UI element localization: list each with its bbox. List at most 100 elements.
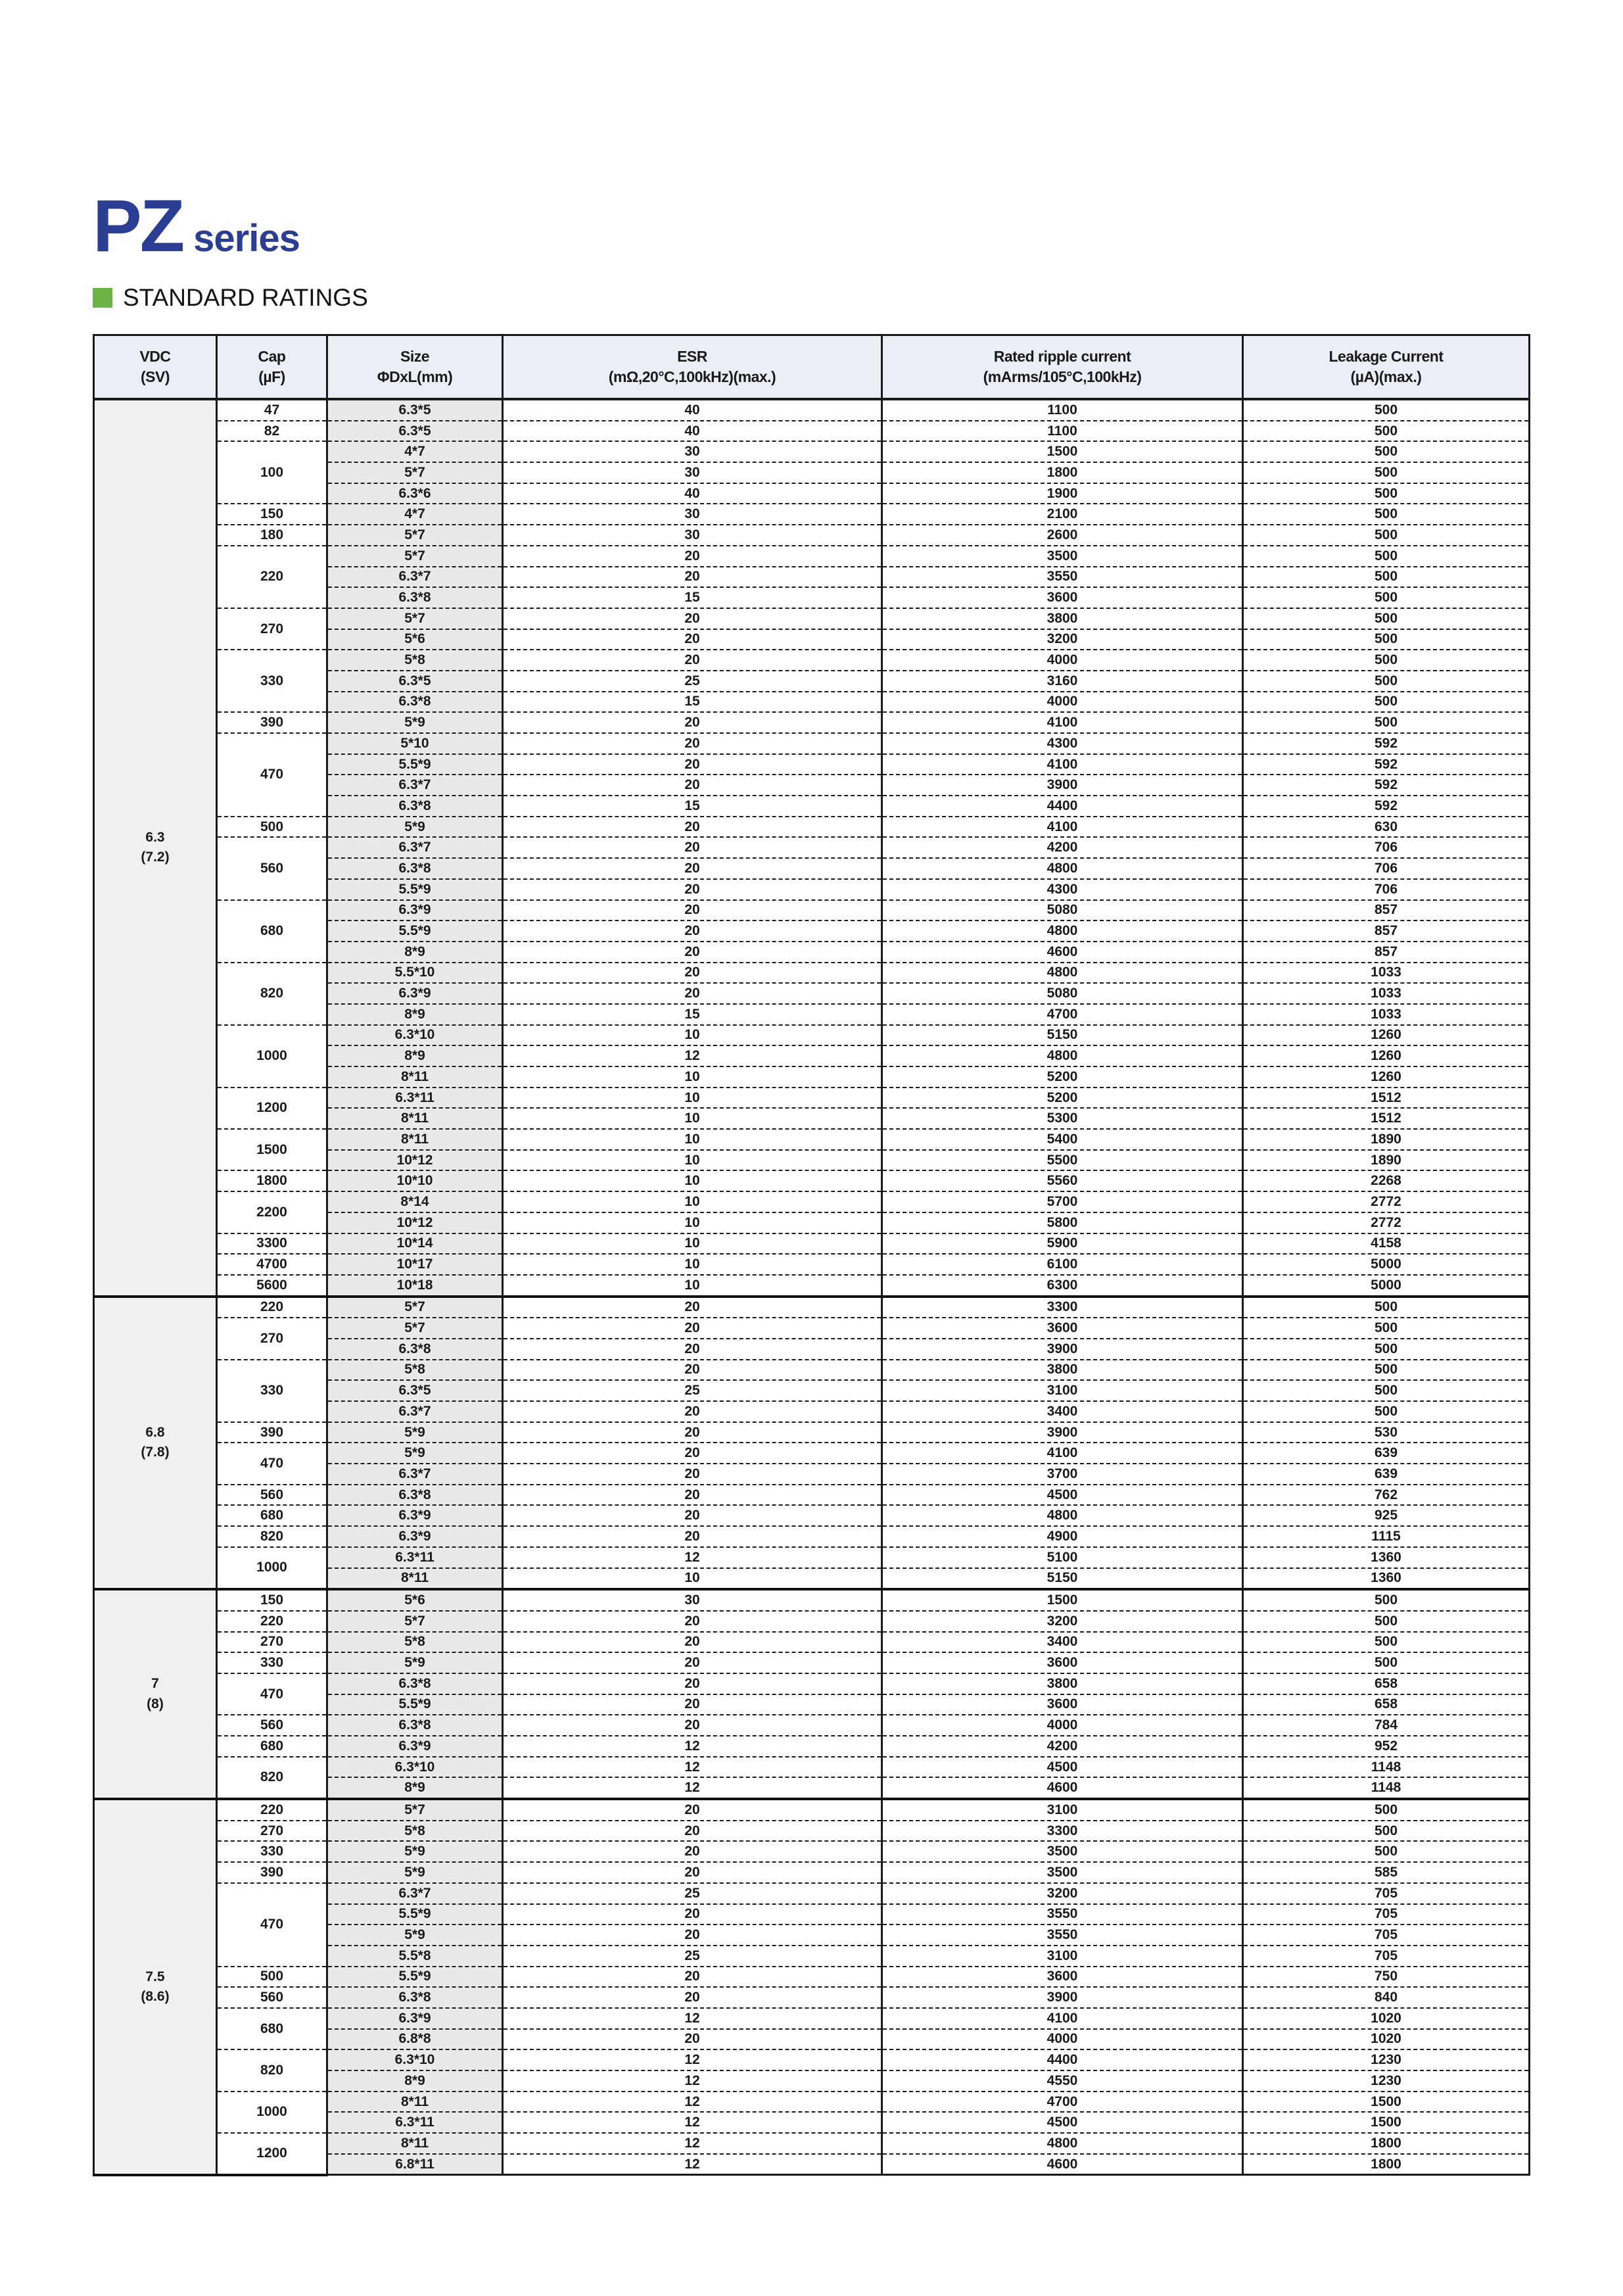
size-cell: 5.5*9 <box>327 1694 504 1716</box>
leakage-cell: 1033 <box>1242 983 1530 1005</box>
size-cell: 5*6 <box>327 629 504 651</box>
table-row: 560 6.3*7 20 4200 706 <box>94 837 1530 901</box>
vdc-cell: 6.3 (7.2) <box>93 399 218 1298</box>
size-cell: 8*14 <box>327 1191 504 1213</box>
ripple-cell: 4000 <box>882 1715 1244 1736</box>
size-cell: 6.3*8 <box>327 1484 504 1506</box>
leakage-cell: 639 <box>1242 1443 1530 1465</box>
table-row: 270 5*8 20 3400 500 <box>94 1631 1530 1654</box>
ripple-cell: 5100 <box>882 1546 1244 1569</box>
ripple-cell: 3800 <box>882 1359 1244 1381</box>
esr-cell: 20 <box>502 1903 883 1926</box>
size-cell: 5*7 <box>327 1318 504 1339</box>
esr-cell: 20 <box>502 941 883 963</box>
table-row: 6.8*8 20 4000 1020 <box>94 2028 1530 2051</box>
esr-cell: 20 <box>502 1652 883 1674</box>
ripple-cell: 3400 <box>882 1631 1244 1654</box>
leakage-cell: 1230 <box>1242 2070 1530 2092</box>
cap-cell: 220 <box>216 1296 328 1319</box>
leakage-cell: 706 <box>1242 878 1530 901</box>
esr-cell: 20 <box>502 1401 883 1423</box>
esr-cell: 15 <box>502 796 883 817</box>
table-row: 1500 8*11 10 5400 1890 <box>94 1129 1530 1172</box>
table-row: 5.5*8 25 3100 705 <box>94 1945 1530 1967</box>
cap-cell: 47 <box>216 399 328 421</box>
vdc-cell: 6.8 (7.8) <box>93 1296 218 1591</box>
cap-cell: 4700 <box>216 1254 328 1276</box>
leakage-cell: 500 <box>1242 441 1530 464</box>
surge-voltage-value: (8) <box>147 1696 164 1711</box>
cap-cell: 680 <box>216 899 328 963</box>
cap-cell: 220 <box>216 1610 328 1633</box>
col-header-size: Size ΦDxL(mm) <box>327 335 504 400</box>
ripple-cell: 1800 <box>882 462 1244 484</box>
esr-cell: 10 <box>502 1170 883 1193</box>
leakage-cell: 500 <box>1242 1296 1530 1319</box>
leakage-cell: 1512 <box>1242 1108 1530 1130</box>
esr-cell: 20 <box>502 1799 883 1821</box>
esr-cell: 25 <box>502 1380 883 1402</box>
leakage-cell: 500 <box>1242 483 1530 505</box>
table-row: 390 5*9 20 4100 500 <box>94 712 1530 734</box>
cap-cell: 330 <box>216 1841 328 1863</box>
table-row: 6.8 (7.8) 220 5*7 20 3300 500 <box>93 1296 1530 1591</box>
esr-cell: 20 <box>502 962 883 984</box>
ripple-cell: 3900 <box>882 1987 1244 2009</box>
size-cell: 5.5*9 <box>327 753 504 776</box>
size-cell: 6.8*8 <box>327 2028 504 2051</box>
table-row: 5*7 30 1800 500 <box>94 462 1530 484</box>
ripple-cell: 4400 <box>882 2049 1244 2071</box>
leakage-cell: 500 <box>1242 1318 1530 1339</box>
col-header-esr: ESR (mΩ,20°C,100kHz)(max.) <box>502 335 883 400</box>
esr-cell: 10 <box>502 1066 883 1088</box>
leakage-cell: 500 <box>1242 1652 1530 1674</box>
col-header-ripple: Rated ripple current (mArms/105°C,100kHz… <box>882 335 1244 400</box>
size-cell: 5*7 <box>327 462 504 484</box>
ripple-cell: 4600 <box>882 941 1244 963</box>
table-row: 1000 8*11 12 4700 1500 <box>94 2091 1530 2134</box>
size-cell: 8*9 <box>327 1045 504 1067</box>
ripple-cell: 5900 <box>882 1233 1244 1255</box>
size-cell: 5*9 <box>327 712 504 734</box>
esr-cell: 20 <box>502 1338 883 1360</box>
ripple-cell: 4100 <box>882 712 1244 734</box>
leakage-cell: 857 <box>1242 941 1530 963</box>
size-cell: 8*9 <box>327 1003 504 1026</box>
ripple-cell: 3900 <box>882 775 1244 797</box>
ripple-cell: 4800 <box>882 921 1244 942</box>
esr-cell: 20 <box>502 1296 883 1319</box>
table-row: 270 5*7 20 3800 500 <box>94 608 1530 651</box>
table-row: 5.5*9 20 4800 857 <box>94 921 1530 942</box>
leakage-cell: 500 <box>1242 1610 1530 1633</box>
table-row: 6.3*8 15 4000 500 <box>94 691 1530 713</box>
ripple-cell: 4800 <box>882 962 1244 984</box>
esr-cell: 20 <box>502 545 883 567</box>
table-row: 4700 10*17 10 6100 5000 <box>94 1254 1530 1276</box>
esr-cell: 20 <box>502 1841 883 1863</box>
esr-cell: 15 <box>502 1003 883 1026</box>
size-cell: 8*9 <box>327 1777 504 1801</box>
leakage-cell: 1148 <box>1242 1777 1530 1801</box>
table-row: 6.3*5 25 3160 500 <box>94 670 1530 692</box>
esr-cell: 12 <box>502 1045 883 1067</box>
leakage-cell: 706 <box>1242 858 1530 880</box>
leakage-cell: 630 <box>1242 816 1530 838</box>
size-cell: 6.3*9 <box>327 2007 504 2030</box>
table-row: 6.3*7 20 3400 500 <box>94 1401 1530 1423</box>
leakage-cell: 592 <box>1242 796 1530 817</box>
leakage-cell: 705 <box>1242 1925 1530 1946</box>
cap-cell: 270 <box>216 1820 328 1842</box>
table-row: 270 5*8 20 3300 500 <box>94 1820 1530 1842</box>
esr-cell: 20 <box>502 712 883 734</box>
esr-cell: 20 <box>502 858 883 880</box>
series-subtitle: series <box>193 217 300 260</box>
size-cell: 8*11 <box>327 1567 504 1591</box>
cap-cell: 680 <box>216 1736 328 1758</box>
cap-cell: 270 <box>216 1631 328 1654</box>
esr-cell: 20 <box>502 837 883 859</box>
esr-cell: 20 <box>502 2028 883 2051</box>
table-row: 820 6.3*10 12 4500 1148 <box>94 1756 1530 1801</box>
table-row: 8*9 12 4550 1230 <box>94 2070 1530 2092</box>
esr-cell: 12 <box>502 1736 883 1758</box>
size-cell: 5*9 <box>327 1862 504 1884</box>
